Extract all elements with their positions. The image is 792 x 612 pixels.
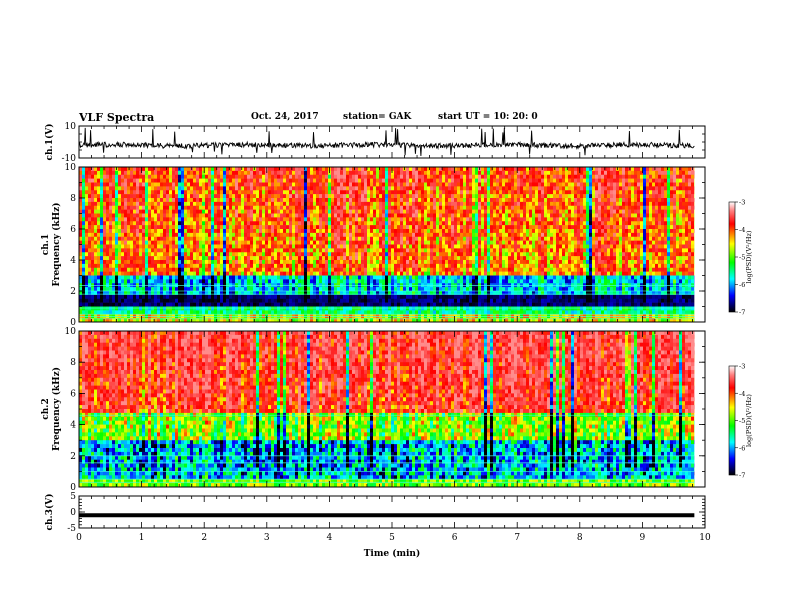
ch2-spectrogram [79, 331, 705, 488]
date-label: Oct. 24, 2017 [251, 112, 319, 122]
x-tick-0: 0 [76, 533, 82, 543]
spec2-y-tick-4: 4 [70, 421, 76, 431]
spec2-colorbar-tick--6: -6 [739, 444, 745, 452]
spec2-ylabel: Frequency (kHz) [51, 367, 62, 451]
spec1-y-tick-10: 10 [65, 163, 77, 173]
spec2-colorbar-tick--7: -7 [739, 472, 745, 480]
spec1-y-tick-4: 4 [70, 256, 76, 266]
spec2-ylabel-channel: ch.2 [41, 398, 51, 419]
x-axis-label: Time (min) [364, 548, 421, 559]
spec1-colorbar-tick--7: -7 [739, 309, 745, 317]
x-tick-10: 10 [699, 533, 711, 543]
spec1-y-tick-6: 6 [70, 225, 76, 235]
spec2-colorbar-label: log(PSD)(V²/Hz) [745, 394, 753, 447]
ch3-ylabel: ch.3(V) [44, 494, 55, 531]
spec1-y-tick-0: 0 [70, 318, 76, 328]
spec2-colorbar-tick--5: -5 [739, 417, 745, 425]
x-tick-5: 5 [389, 533, 395, 543]
ch1-waveform [78, 127, 695, 157]
ch1-y-tick-10: 10 [65, 122, 77, 132]
spec1-colorbar-tick--3: -3 [739, 199, 745, 207]
spec2-y-tick-8: 8 [70, 358, 76, 368]
x-tick-3: 3 [264, 533, 270, 543]
ch1-y-tick--10: -10 [62, 154, 77, 164]
spec1-colorbar [728, 201, 736, 313]
spec2-y-tick-0: 0 [70, 483, 76, 493]
chart-title: VLF Spectra [79, 111, 155, 124]
spec2-colorbar-tick--3: -3 [739, 363, 745, 371]
spec1-colorbar-label: log(PSD)(V²/Hz) [745, 230, 753, 283]
x-tick-9: 9 [640, 533, 646, 543]
spec2-y-tick-10: 10 [65, 327, 77, 337]
spec2-y-tick-2: 2 [70, 452, 76, 462]
x-tick-7: 7 [514, 533, 520, 543]
ch1-ylabel: ch.1(V) [44, 124, 55, 161]
start-time-label: start UT = 10: 20: 0 [438, 112, 538, 122]
ch3-y-tick--5: -5 [67, 524, 76, 534]
spec1-y-tick-8: 8 [70, 194, 76, 204]
spec1-colorbar-tick--5: -5 [739, 254, 745, 262]
station-label: station= GAK [343, 112, 412, 122]
x-tick-6: 6 [452, 533, 458, 543]
spec2-colorbar [728, 365, 736, 476]
spec1-colorbar-tick--4: -4 [739, 226, 745, 234]
x-tick-4: 4 [327, 533, 333, 543]
ch1-spectrogram [79, 167, 705, 323]
spec1-y-tick-2: 2 [70, 287, 76, 297]
x-tick-8: 8 [577, 533, 583, 543]
spec2-y-tick-6: 6 [70, 389, 76, 399]
ch3-y-tick-5: 5 [70, 492, 76, 502]
x-tick-2: 2 [201, 533, 207, 543]
spec1-ylabel: Frequency (kHz) [51, 202, 62, 286]
ch3-y-tick-0: 0 [70, 508, 76, 518]
spec1-ylabel-channel: ch.1 [41, 234, 51, 255]
spec2-colorbar-tick--4: -4 [739, 390, 745, 398]
spec1-colorbar-tick--6: -6 [739, 281, 745, 289]
x-tick-1: 1 [139, 533, 145, 543]
